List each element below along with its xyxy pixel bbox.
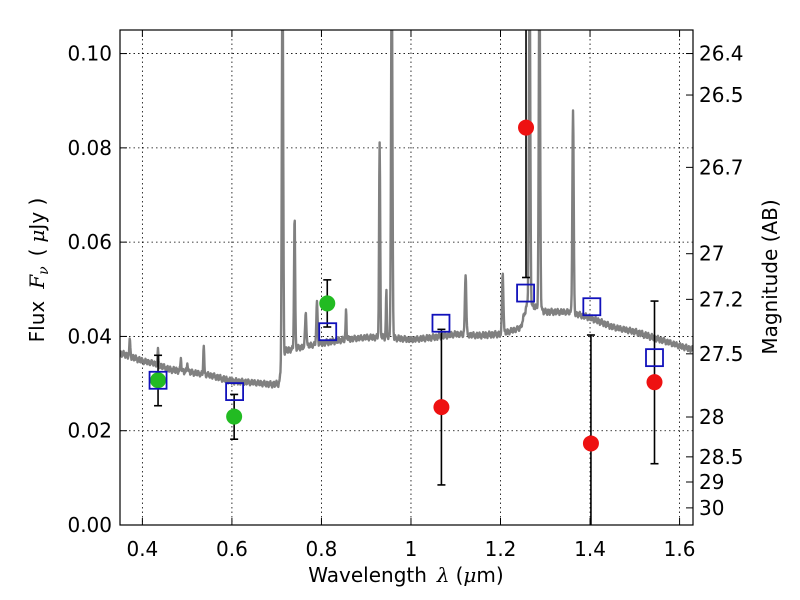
x-tick-label: 1.6 bbox=[664, 537, 696, 561]
y2-tick-label: 26.4 bbox=[699, 42, 744, 66]
y-tick-label: 0.00 bbox=[67, 513, 112, 537]
x-tick-label: 0.8 bbox=[306, 537, 338, 561]
upper-point bbox=[582, 435, 599, 452]
x-axis-label: Wavelength λ (μm) bbox=[308, 563, 503, 587]
y2-tick-label: 29 bbox=[699, 470, 724, 494]
plot-frame bbox=[119, 29, 694, 526]
y-axis-left: 0.00 0.02 0.04 0.06 0.08 0.10 bbox=[67, 42, 127, 537]
y2-tick-label: 27 bbox=[699, 242, 724, 266]
y2-tick-label: 27.5 bbox=[699, 342, 744, 366]
x-tick-label: 1.2 bbox=[485, 537, 517, 561]
y2-tick-label: 28.5 bbox=[699, 445, 744, 469]
spectrum-layer bbox=[120, 30, 693, 389]
x-tick-label: 1 bbox=[405, 537, 418, 561]
model-point bbox=[431, 313, 451, 333]
y-tick-label: 0.10 bbox=[67, 42, 112, 66]
detection-point bbox=[150, 372, 167, 389]
model-point bbox=[148, 370, 168, 390]
y2-tick-label: 26.5 bbox=[699, 83, 744, 107]
model-point bbox=[318, 322, 338, 342]
y-tick-label: 0.08 bbox=[67, 136, 112, 160]
plot-background bbox=[120, 30, 693, 525]
x-tick-label: 0.4 bbox=[126, 537, 158, 561]
detection-point bbox=[319, 295, 336, 312]
upper-point bbox=[518, 119, 535, 136]
y-tick-label: 0.06 bbox=[67, 230, 112, 254]
marker-layer bbox=[148, 119, 664, 452]
model-point bbox=[225, 382, 245, 401]
model-point bbox=[645, 348, 664, 368]
y-tick-label: 0.02 bbox=[67, 419, 112, 443]
y2-tick-label: 30 bbox=[699, 496, 724, 520]
y2-tick-label: 27.2 bbox=[699, 287, 744, 311]
spectrum-line bbox=[120, 30, 693, 389]
y2-axis-label: Magnitude (AB) bbox=[758, 199, 782, 354]
y2-tick-label: 26.7 bbox=[699, 155, 744, 179]
x-tick-label: 1.4 bbox=[574, 537, 606, 561]
model-point bbox=[582, 297, 602, 317]
model-point bbox=[516, 283, 535, 303]
upper-point bbox=[646, 374, 663, 391]
y2-tick-label: 28 bbox=[699, 405, 724, 429]
y-axis-label: FluxFν(μJy ) bbox=[25, 198, 52, 343]
x-axis: 0.4 0.6 0.8 1 1.2 1.4 1.6 bbox=[126, 30, 695, 561]
detection-point bbox=[226, 408, 243, 425]
x-tick-label: 0.6 bbox=[216, 537, 248, 561]
upper-point bbox=[433, 399, 450, 416]
y-tick-label: 0.04 bbox=[67, 324, 112, 348]
